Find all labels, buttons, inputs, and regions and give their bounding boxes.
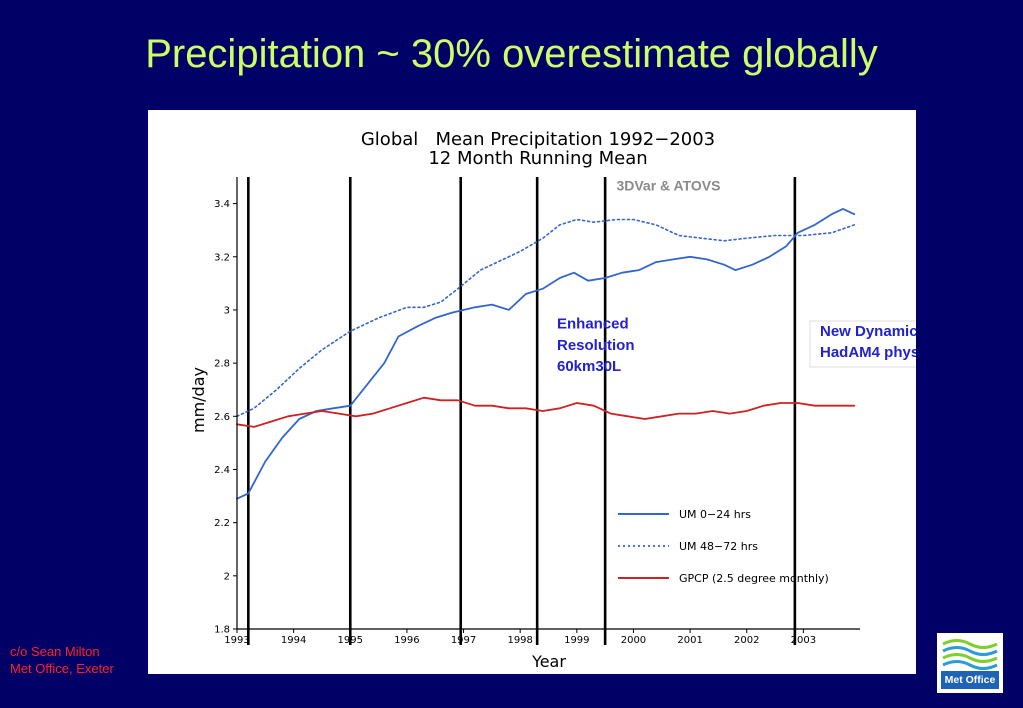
- y-tick-label: 2: [224, 571, 230, 582]
- y-tick-label: 2.8: [214, 359, 230, 370]
- met-office-logo: Met Office: [937, 633, 1003, 693]
- chart-title-group: Global Mean Precipitation 1992−2003 12 M…: [361, 129, 715, 169]
- x-axis-label: Year: [531, 652, 566, 671]
- slide-title: Precipitation ~ 30% overestimate globall…: [145, 32, 878, 76]
- note-box-line1: New Dynamics: [820, 323, 916, 340]
- chart-title-line1: Global Mean Precipitation 1992−2003: [361, 129, 715, 150]
- x-tick-label: 1998: [507, 635, 532, 646]
- annotation-label: 3DVar & ATOVS: [616, 177, 720, 193]
- y-tick-label: 2.6: [214, 412, 230, 423]
- x-tick-label: 1994: [281, 635, 306, 646]
- x-tick-label: 2002: [734, 635, 759, 646]
- x-tick-label: 1995: [338, 635, 363, 646]
- legend-label: UM 0−24 hrs: [679, 508, 751, 521]
- chart-title-line2: 12 Month Running Mean: [428, 148, 647, 169]
- annotation-label: Resolution: [557, 337, 635, 354]
- logo-text: Met Office: [941, 671, 999, 689]
- x-tick-label: 2003: [791, 635, 816, 646]
- legend-label: GPCP (2.5 degree monthly): [679, 572, 829, 585]
- x-tick-label: 2000: [621, 635, 646, 646]
- x-tick-label: 1993: [224, 635, 249, 646]
- y-tick-label: 3: [224, 305, 230, 316]
- y-tick-label: 1.8: [214, 625, 230, 636]
- note-box-line2: HadAM4 physics: [820, 344, 916, 361]
- annotation-label: 60km30L: [557, 358, 621, 375]
- wave-logo-icon: [942, 639, 998, 670]
- y-tick-label: 3.2: [214, 252, 230, 263]
- x-tick-label: 1999: [564, 635, 589, 646]
- series-line-1: [236, 208, 856, 500]
- y-tick-label: 2.4: [214, 465, 230, 476]
- y-axis-label: mm/day: [189, 367, 208, 433]
- x-tick-label: 2001: [677, 635, 702, 646]
- credit-line2: Met Office, Exeter: [10, 661, 114, 676]
- precipitation-chart: Global Mean Precipitation 1992−2003 12 M…: [189, 129, 969, 671]
- credit: c/o Sean Milton Met Office, Exeter: [10, 643, 114, 677]
- credit-line1: c/o Sean Milton: [10, 644, 100, 659]
- annotation-label: Enhanced: [557, 316, 629, 333]
- series-line-2: [236, 218, 856, 418]
- x-tick-label: 1996: [394, 635, 419, 646]
- legend-label: UM 48−72 hrs: [679, 540, 758, 553]
- chart-panel: Global Mean Precipitation 1992−2003 12 M…: [148, 110, 969, 674]
- series-line-3: [236, 396, 856, 428]
- y-tick-label: 2.2: [214, 518, 230, 529]
- y-tick-label: 3.4: [214, 199, 230, 210]
- x-tick-label: 1997: [451, 635, 476, 646]
